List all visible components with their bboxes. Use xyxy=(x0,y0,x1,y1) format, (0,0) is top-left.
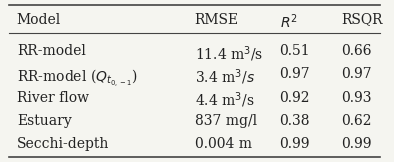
Text: 0.99: 0.99 xyxy=(341,137,372,151)
Text: 11.4 m$^3$/s: 11.4 m$^3$/s xyxy=(195,44,263,64)
Text: 3.4 m$^3$/$s$: 3.4 m$^3$/$s$ xyxy=(195,67,255,87)
Text: RMSE: RMSE xyxy=(195,12,239,27)
Text: 4.4 m$^3$/s: 4.4 m$^3$/s xyxy=(195,91,254,110)
Text: Model: Model xyxy=(17,12,61,27)
Text: 0.51: 0.51 xyxy=(280,44,310,58)
Text: 0.97: 0.97 xyxy=(280,67,310,81)
Text: 837 mg/l: 837 mg/l xyxy=(195,114,257,128)
Text: 0.93: 0.93 xyxy=(341,91,372,104)
Text: 0.99: 0.99 xyxy=(280,137,310,151)
Text: RR-model ($Q_{t_{0,-1}}$): RR-model ($Q_{t_{0,-1}}$) xyxy=(17,67,138,89)
Text: RSQR: RSQR xyxy=(341,12,383,27)
Text: 0.92: 0.92 xyxy=(280,91,310,104)
Text: 0.66: 0.66 xyxy=(341,44,372,58)
Text: $R^2$: $R^2$ xyxy=(280,12,297,31)
Text: RR-model: RR-model xyxy=(17,44,86,58)
Text: Secchi-depth: Secchi-depth xyxy=(17,137,109,151)
Text: 0.62: 0.62 xyxy=(341,114,372,128)
Text: Estuary: Estuary xyxy=(17,114,72,128)
Text: 0.004 m: 0.004 m xyxy=(195,137,252,151)
Text: River flow: River flow xyxy=(17,91,89,104)
Text: 0.38: 0.38 xyxy=(280,114,310,128)
Text: 0.97: 0.97 xyxy=(341,67,372,81)
